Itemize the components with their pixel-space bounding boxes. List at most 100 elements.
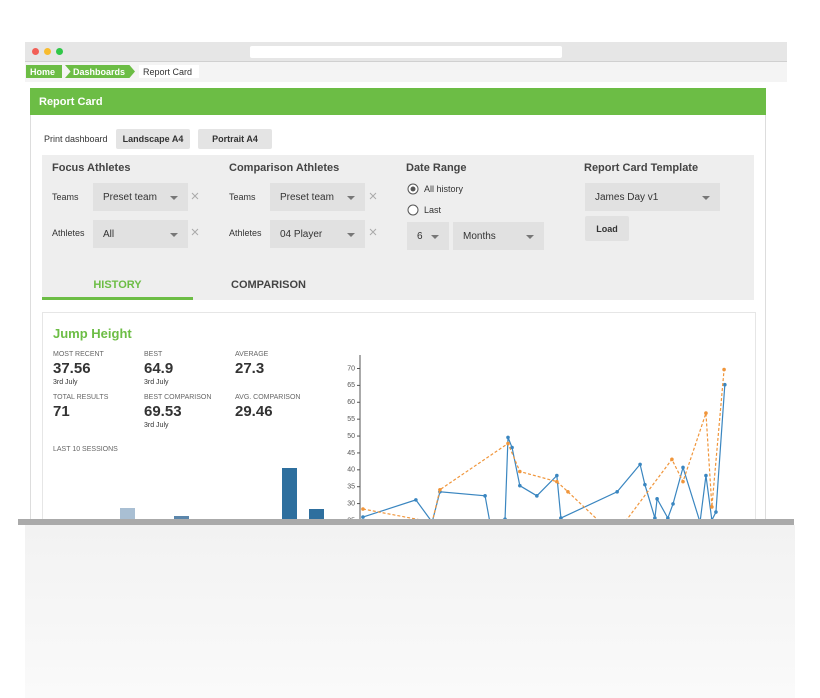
radio-label: Last (424, 205, 442, 215)
y-tick-label: 55 (347, 416, 355, 423)
tab[interactable]: COMPARISON (231, 279, 306, 291)
stat-date: 3rd July (144, 422, 169, 429)
series-point (510, 445, 514, 450)
stat-value: 69.53 (144, 403, 182, 420)
series-point (518, 483, 522, 488)
series-point (714, 510, 718, 514)
filter-title: Date Range (406, 162, 467, 174)
load-button[interactable]: Load (585, 216, 629, 241)
clear-icons[interactable] (191, 192, 377, 236)
stat-label: TOTAL RESULTS (53, 394, 109, 401)
dropdown[interactable]: All (93, 220, 188, 248)
stat-value: 27.3 (235, 360, 265, 377)
close-dot[interactable] (32, 48, 39, 55)
series-point (361, 515, 365, 519)
crumb: Report Card (139, 65, 199, 78)
reflection-edge (18, 519, 794, 525)
stat-label: BEST COMPARISON (144, 394, 212, 401)
reflection (25, 525, 795, 698)
y-tick-label: 45 (347, 450, 355, 457)
series-point (710, 505, 714, 509)
y-tick-label: 65 (347, 382, 355, 389)
tab-active[interactable]: HISTORY (42, 277, 193, 300)
dropdown[interactable]: Months (453, 222, 544, 250)
filter-icons (191, 183, 419, 236)
series-point (681, 465, 685, 470)
series-point (723, 382, 727, 387)
y-tick-label: 30 (347, 500, 355, 507)
stat-date: 3rd July (53, 379, 78, 386)
dropdown[interactable]: Preset team (93, 183, 188, 211)
min-dot[interactable] (44, 48, 51, 55)
session-bar (120, 508, 135, 522)
stat-value: 37.56 (53, 360, 91, 377)
radio[interactable] (407, 204, 419, 216)
y-tick-label: 35 (347, 484, 355, 491)
series-point (483, 494, 487, 498)
widget (42, 312, 756, 524)
series-point (555, 479, 559, 484)
filter-title: Focus Athletes (52, 162, 131, 174)
filter-label: Athletes (229, 228, 262, 238)
series-point (361, 507, 365, 511)
stat-label: BEST (144, 351, 163, 358)
dropdown[interactable]: James Day v1 (585, 183, 720, 211)
series-point (681, 479, 685, 484)
stat-date: 3rd July (144, 379, 169, 386)
series-point (506, 435, 510, 440)
stat-value: 71 (53, 403, 70, 420)
button[interactable]: Portrait A4 (198, 129, 272, 149)
filter-title: Report Card Template (584, 162, 699, 174)
dropdown[interactable]: 6 (407, 222, 449, 250)
print-label: Print dashboard (44, 134, 108, 144)
breadcrumb-bar: Home Dashboards Report Card (25, 62, 787, 82)
series-point (615, 489, 619, 494)
series-point (704, 473, 708, 478)
series-point (704, 411, 708, 415)
series-line (362, 369, 725, 522)
dropdown[interactable]: 04 Player (270, 220, 365, 248)
series-point (438, 487, 442, 492)
crumb[interactable]: Home (26, 65, 62, 78)
session-bar (282, 468, 297, 522)
widget-title: Jump Height (53, 326, 132, 341)
dropdown[interactable]: Preset team (270, 183, 365, 211)
series-point (414, 498, 418, 502)
radio-dot (410, 186, 416, 192)
series-point (535, 494, 539, 498)
crumb[interactable]: Dashboards (65, 65, 135, 78)
stat-label: MOST RECENT (53, 351, 104, 358)
series-point (722, 367, 726, 372)
charts: 25303540455055606570 (120, 355, 727, 522)
address-bar[interactable] (250, 46, 562, 58)
filter-label: Teams (52, 192, 79, 202)
series-point (506, 441, 510, 446)
y-tick-label: 70 (347, 365, 355, 372)
series-point (671, 502, 675, 506)
panel-title: Report Card (30, 88, 766, 115)
button[interactable]: Landscape A4 (116, 129, 190, 149)
series-point (555, 473, 559, 478)
series-point (670, 457, 674, 462)
series-point (655, 497, 659, 501)
max-dot[interactable] (56, 48, 63, 55)
series-point (566, 489, 570, 494)
radio-label: All history (424, 184, 464, 194)
y-tick-label: 50 (347, 433, 355, 440)
stat-label: AVERAGE (235, 351, 269, 358)
filter-label: Teams (229, 192, 256, 202)
stat-value: 29.46 (235, 403, 273, 420)
session-bar (309, 509, 324, 522)
series-line (362, 384, 726, 522)
y-tick-label: 40 (347, 467, 355, 474)
series-point (643, 482, 647, 487)
series-point (638, 462, 642, 467)
sessions-label: LAST 10 SESSIONS (53, 446, 118, 453)
stat-label: AVG. COMPARISON (235, 394, 301, 401)
series-point (518, 469, 522, 474)
filter-title: Comparison Athletes (229, 162, 340, 174)
chart-group: 25303540455055606570 (120, 355, 727, 522)
filter-label: Athletes (52, 228, 85, 238)
browser-toolbar (25, 42, 787, 62)
